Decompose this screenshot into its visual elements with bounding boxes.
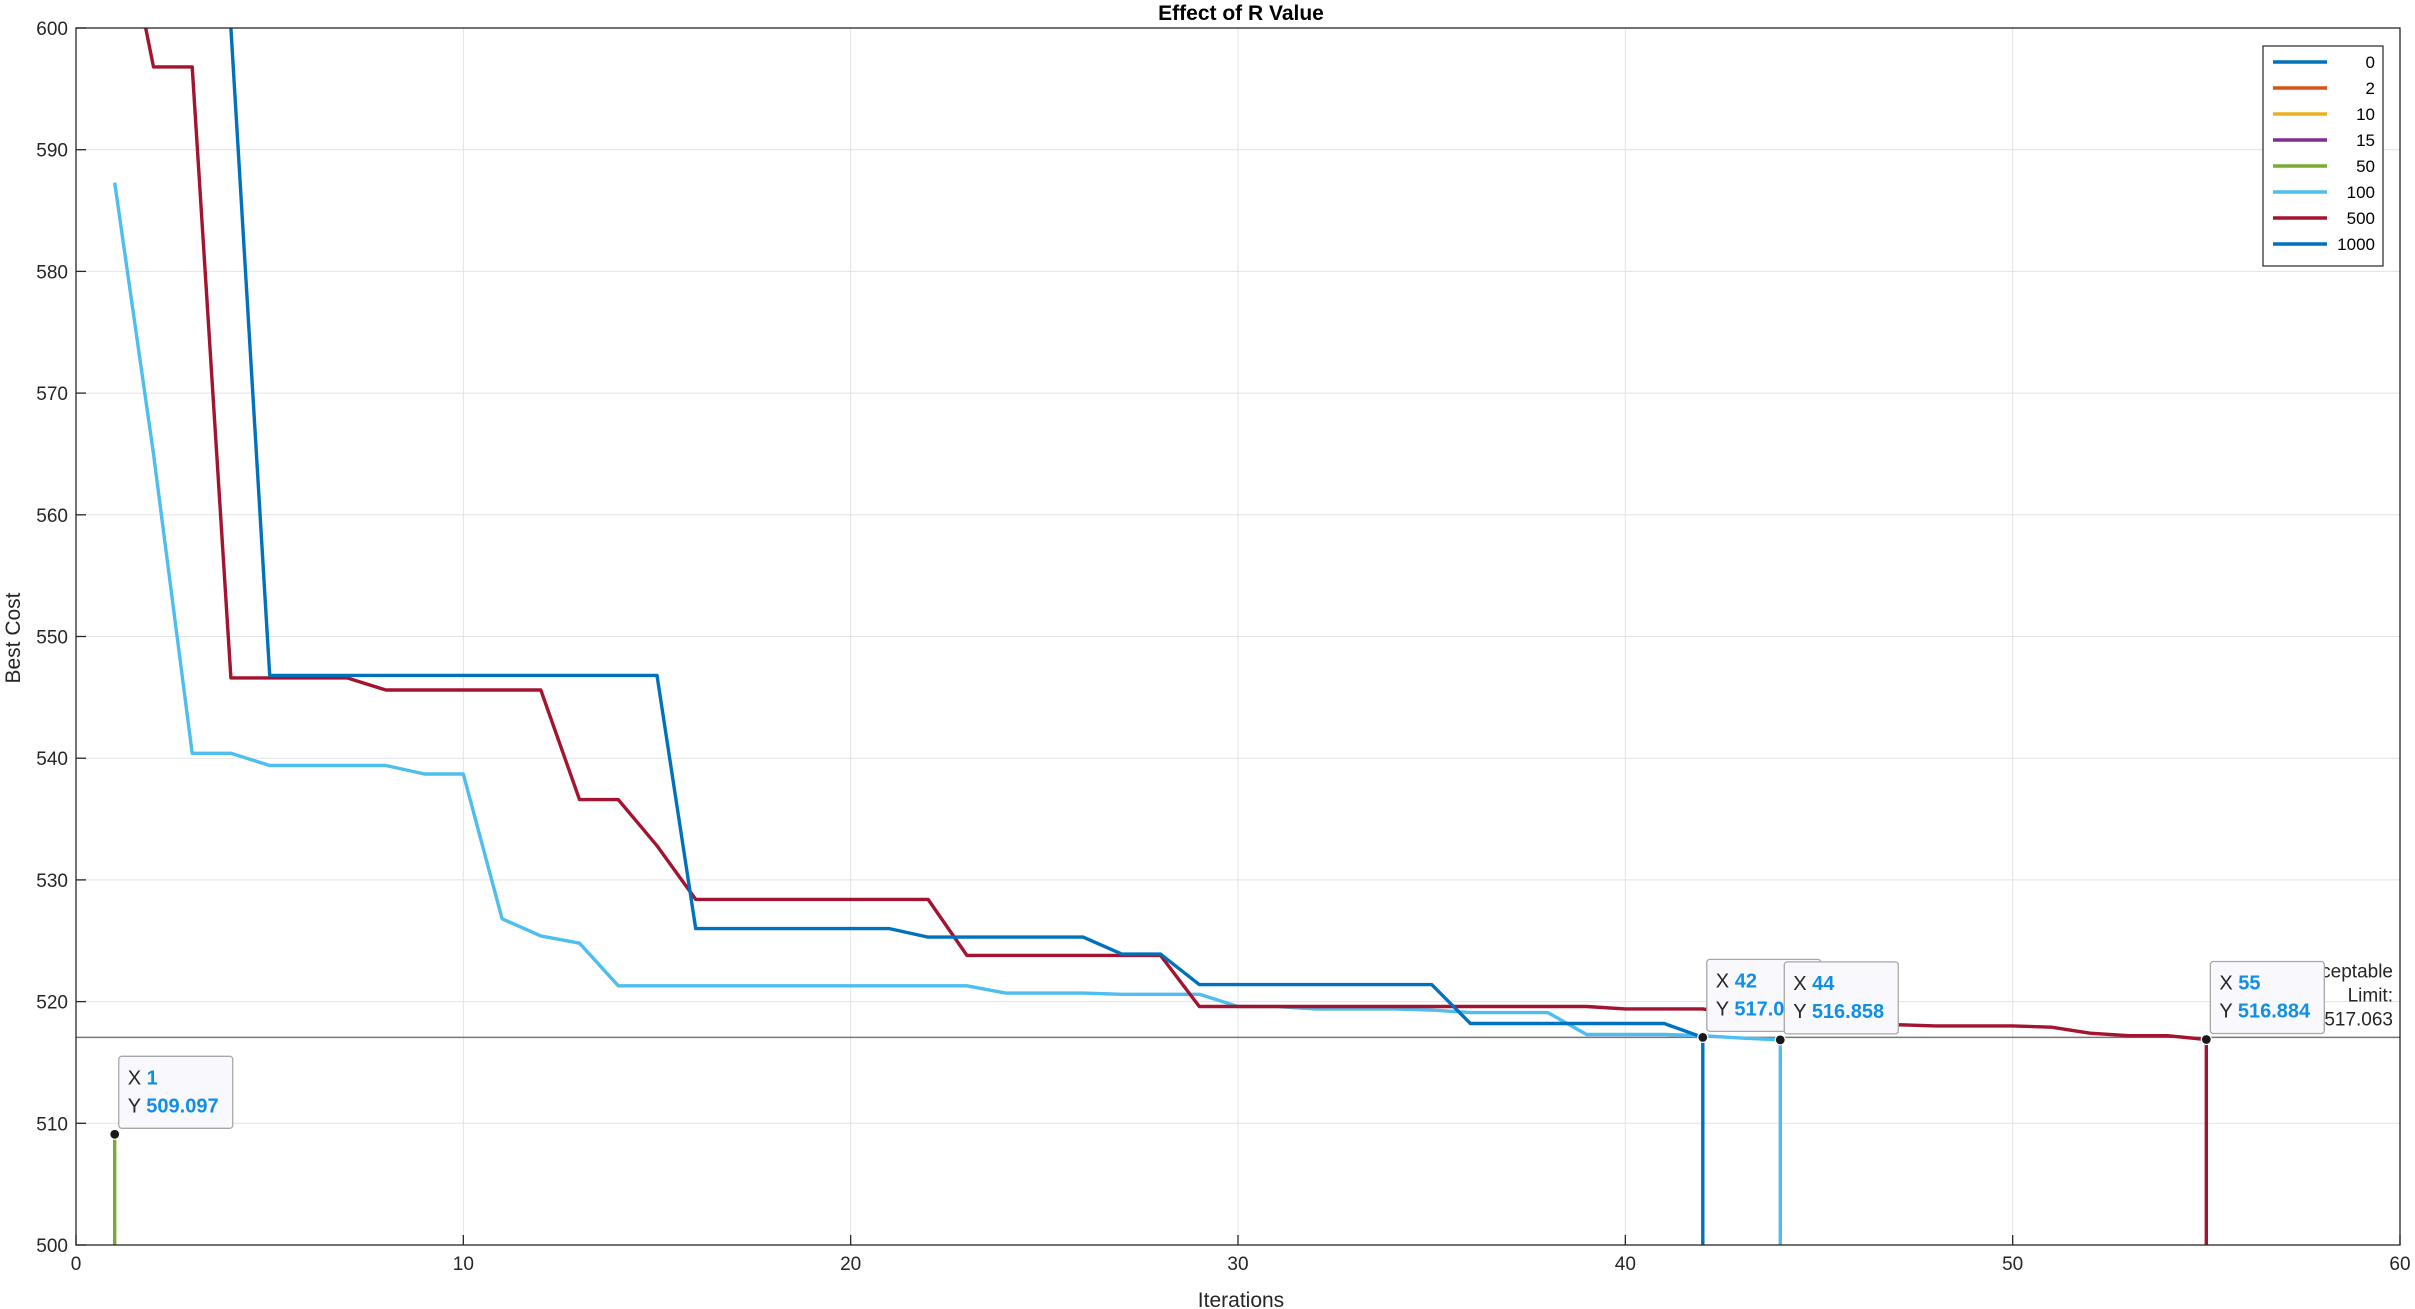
x-tick-label: 20 <box>840 1254 861 1275</box>
legend-label: 500 <box>2347 209 2375 228</box>
legend-label: 0 <box>2366 53 2375 72</box>
datatip-x: X 55 <box>2219 973 2260 995</box>
legend-entry-50[interactable]: 50 <box>2273 157 2375 176</box>
y-tick-label: 540 <box>36 749 68 770</box>
y-tick-label: 580 <box>36 262 68 283</box>
datatip-x: X 1 <box>128 1067 158 1089</box>
y-tick-label: 530 <box>36 871 68 892</box>
datatip-box <box>2209 960 2325 1035</box>
legend-entry-500[interactable]: 500 <box>2273 209 2375 228</box>
y-tick-label: 590 <box>36 141 68 162</box>
datatip-y: Y 516.884 <box>2219 1001 2311 1023</box>
legend-box <box>2262 45 2384 267</box>
datatip-marker <box>2200 1033 2212 1046</box>
datatip-marker <box>1774 1034 1786 1046</box>
y-axis-ticks: 500 510 520 530 540 550 560 570 580 590 600 <box>36 19 86 1257</box>
legend-entry-2[interactable]: 2 <box>2273 79 2375 98</box>
series-line-1000 <box>229 28 1705 1245</box>
y-tick-label: 600 <box>36 19 68 40</box>
datatip-y: Y 509.097 <box>128 1095 219 1117</box>
legend-label: 1000 <box>2337 235 2375 254</box>
chart-title: Effect of R Value <box>1158 2 1324 25</box>
y-axis-label: Best Cost <box>2 592 25 683</box>
datatip-marker <box>1697 1031 1709 1043</box>
acceptable-limit-label-line: Limit: <box>2348 985 2393 1006</box>
datatip[interactable]: X 55 Y 516.884 <box>2200 960 2325 1046</box>
legend-entry-15[interactable]: 15 <box>2273 131 2375 150</box>
y-tick-label: 560 <box>36 506 68 527</box>
x-axis-label: Iterations <box>1198 1289 1284 1309</box>
legend-label: 2 <box>2366 79 2375 98</box>
legend-entry-0[interactable]: 0 <box>2273 53 2375 72</box>
y-tick-label: 500 <box>36 1236 68 1257</box>
legend-entry-100[interactable]: 100 <box>2273 183 2375 202</box>
y-tick-label: 570 <box>36 384 68 405</box>
x-tick-label: 30 <box>1227 1254 1248 1275</box>
datatip-box <box>118 1055 234 1129</box>
x-axis-ticks: 0 10 20 30 40 50 60 <box>71 1235 2411 1275</box>
legend[interactable]: 0 2 10 15 50 100 500 1000 <box>2262 45 2384 267</box>
x-tick-label: 50 <box>2002 1254 2023 1275</box>
grid-lines <box>75 27 2401 1246</box>
datatip-y: Y 516.858 <box>1793 1001 1884 1023</box>
y-tick-label: 510 <box>36 1114 68 1135</box>
datatip[interactable]: X 1 Y 509.097 <box>109 1055 234 1140</box>
x-tick-label: 60 <box>2389 1254 2410 1275</box>
acceptable-limit-label-line: 517.063 <box>2324 1009 2393 1030</box>
x-tick-label: 10 <box>453 1254 474 1275</box>
x-tick-label: 40 <box>1615 1254 1636 1275</box>
legend-label: 50 <box>2356 157 2375 176</box>
legend-entry-10[interactable]: 10 <box>2273 105 2375 124</box>
datatip-box <box>1783 961 1899 1035</box>
datatip-marker <box>109 1128 121 1140</box>
legend-label: 15 <box>2356 131 2375 150</box>
y-tick-label: 550 <box>36 628 68 649</box>
x-tick-label: 0 <box>71 1254 82 1275</box>
legend-entry-1000[interactable]: 1000 <box>2273 235 2375 254</box>
datatip[interactable]: X 44 Y 516.858 <box>1774 961 1899 1046</box>
datatip-x: X 44 <box>1793 973 1835 995</box>
legend-label: 100 <box>2347 183 2375 202</box>
series-line-100 <box>113 182 1783 1245</box>
legend-label: 10 <box>2356 105 2375 124</box>
datatip-x: X 42 <box>1716 970 1757 992</box>
y-tick-label: 520 <box>36 993 68 1014</box>
